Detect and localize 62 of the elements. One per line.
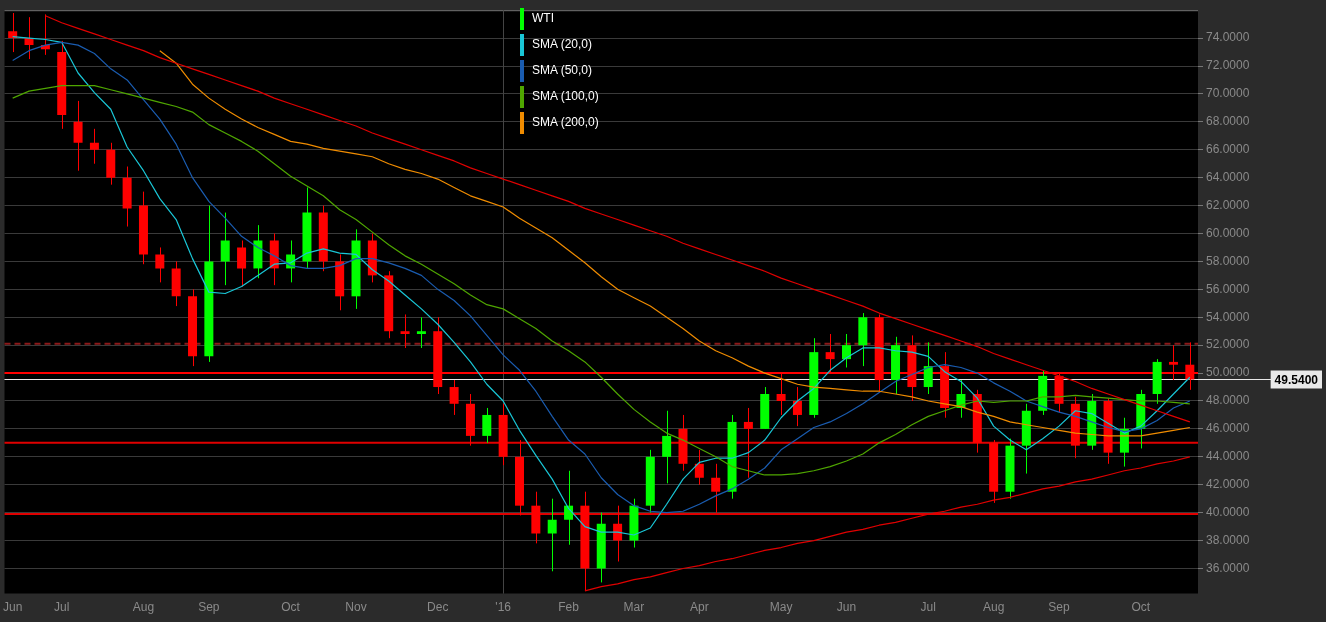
- candlestick: [743, 407, 753, 479]
- x-tick-label: Aug: [132, 600, 155, 615]
- candlestick: [89, 128, 99, 165]
- ref-line-label: 49.5400: [1274, 372, 1319, 387]
- legend-label: SMA (200,0): [531, 114, 600, 131]
- legend-label: SMA (100,0): [531, 88, 600, 105]
- x-tick-label: Jul: [54, 600, 70, 615]
- candlestick: [237, 239, 247, 288]
- x-tick-label: '16: [495, 600, 512, 615]
- x-tick-label: Dec: [427, 600, 449, 615]
- y-tick-label: 70.0000: [1206, 86, 1250, 101]
- x-tick-label: Apr: [690, 600, 709, 615]
- candlestick: [694, 449, 704, 486]
- x-tick-label: Mar: [623, 600, 645, 615]
- y-tick-label: 52.0000: [1206, 337, 1250, 352]
- y-tick-label: 38.0000: [1206, 532, 1250, 547]
- legend-label: WTI: [531, 10, 555, 27]
- y-tick-label: 62.0000: [1206, 197, 1250, 212]
- y-tick-label: 44.0000: [1206, 449, 1250, 464]
- y-tick-label: 72.0000: [1206, 58, 1250, 73]
- candlestick: [73, 100, 83, 172]
- candlestick: [841, 333, 851, 368]
- x-tick-label: Oct: [1131, 600, 1151, 615]
- x-tick-label: Feb: [558, 600, 580, 615]
- y-tick-label: 56.0000: [1206, 281, 1250, 296]
- candlestick: [220, 212, 230, 286]
- candlestick: [400, 313, 410, 349]
- candlestick: [613, 505, 623, 562]
- legend-label: SMA (50,0): [531, 62, 594, 79]
- x-tick-label: Sep: [1048, 600, 1071, 615]
- y-tick-label: 46.0000: [1206, 421, 1250, 436]
- y-tick-label: 64.0000: [1206, 170, 1250, 184]
- candlestick: [923, 341, 933, 395]
- candlestick: [564, 470, 574, 546]
- y-tick-label: 60.0000: [1206, 225, 1250, 240]
- y-tick-label: 58.0000: [1206, 253, 1250, 268]
- legend-label: SMA (20,0): [531, 36, 594, 53]
- y-tick-label: 42.0000: [1206, 477, 1250, 492]
- candlestick: [711, 463, 721, 514]
- x-tick-label: Sep: [198, 600, 220, 615]
- candlestick: [416, 316, 426, 349]
- y-tick-label: 68.0000: [1206, 114, 1250, 129]
- y-tick-label: 50.0000: [1206, 365, 1250, 380]
- y-tick-label: 48.0000: [1206, 393, 1250, 408]
- x-tick-label: Nov: [345, 600, 367, 615]
- candlestick: [662, 410, 672, 484]
- x-tick-label: Oct: [281, 600, 301, 615]
- candlestick: [547, 498, 557, 572]
- candlestick: [449, 379, 459, 416]
- y-tick-label: 66.0000: [1206, 142, 1250, 157]
- x-tick-label: Jul: [920, 600, 936, 615]
- x-tick-label: Aug: [982, 600, 1005, 615]
- y-tick-label: 74.0000: [1206, 30, 1250, 45]
- x-tick-label: Jun: [836, 600, 857, 615]
- candlestick: [482, 407, 492, 444]
- candlestick: [792, 386, 802, 427]
- y-tick-label: 54.0000: [1206, 309, 1250, 324]
- x-tick-label: May: [769, 600, 793, 615]
- y-tick-label: 36.0000: [1206, 560, 1250, 575]
- candlestick: [155, 246, 165, 283]
- y-tick-label: 40.0000: [1206, 504, 1250, 519]
- x-tick-label: Jun: [2, 600, 23, 615]
